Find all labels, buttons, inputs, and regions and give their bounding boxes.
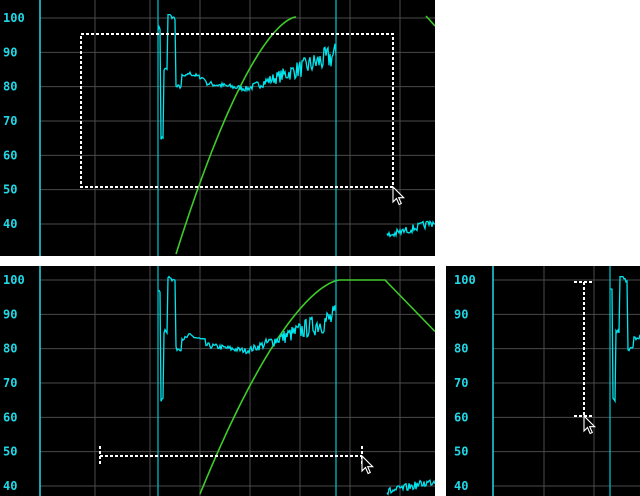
series-line-green-tail bbox=[425, 15, 435, 27]
selection-rectangle[interactable] bbox=[80, 33, 394, 188]
series-line-cyan bbox=[610, 275, 640, 404]
chart-canvas-top[interactable]: 100 90 80 70 60 50 40 bbox=[0, 0, 435, 256]
chart-canvas-bottom-left[interactable]: 100 90 80 70 60 50 40 bbox=[0, 266, 435, 496]
chart-panel-top[interactable]: 100 90 80 70 60 50 40 bbox=[0, 0, 435, 256]
y-tick-label: 100 bbox=[3, 273, 25, 287]
grid bbox=[40, 266, 435, 496]
y-tick-label: 90 bbox=[3, 307, 17, 321]
series-line-cyan-tail bbox=[386, 479, 435, 496]
chart-canvas-bottom-right[interactable]: 100 90 80 70 60 50 40 bbox=[446, 266, 640, 496]
y-tick-label: 50 bbox=[3, 445, 17, 459]
y-tick-label: 40 bbox=[3, 479, 17, 493]
series-line-cyan bbox=[157, 275, 337, 402]
series-line-green bbox=[175, 16, 297, 255]
chart-panel-bottom-left[interactable]: 100 90 80 70 60 50 40 bbox=[0, 266, 435, 496]
y-tick-label: 60 bbox=[3, 148, 17, 162]
y-tick-label: 100 bbox=[454, 273, 476, 287]
y-tick-label: 100 bbox=[3, 11, 25, 25]
mouse-cursor-icon bbox=[392, 185, 406, 206]
y-tick-label: 90 bbox=[3, 45, 17, 59]
grid bbox=[40, 0, 435, 256]
y-tick-label: 70 bbox=[3, 114, 17, 128]
y-tick-label: 50 bbox=[454, 445, 468, 459]
y-tick-label: 40 bbox=[3, 217, 17, 231]
y-tick-label: 50 bbox=[3, 183, 17, 197]
y-tick-label: 90 bbox=[454, 307, 468, 321]
y-tick-label: 60 bbox=[454, 410, 468, 424]
y-tick-label: 80 bbox=[3, 342, 17, 356]
mouse-cursor-icon bbox=[583, 414, 597, 435]
y-tick-label: 80 bbox=[454, 342, 468, 356]
y-tick-label: 70 bbox=[454, 376, 468, 390]
y-tick-label: 70 bbox=[3, 376, 17, 390]
chart-panel-bottom-right[interactable]: 100 90 80 70 60 50 40 bbox=[446, 266, 640, 496]
series-line-green bbox=[199, 279, 435, 495]
grid bbox=[493, 266, 640, 496]
y-tick-label: 80 bbox=[3, 80, 17, 94]
y-tick-label: 60 bbox=[3, 410, 17, 424]
series-line-cyan bbox=[157, 13, 337, 140]
y-tick-label: 40 bbox=[454, 479, 468, 493]
mouse-cursor-icon bbox=[361, 454, 375, 475]
series-line-cyan-tail bbox=[386, 219, 435, 238]
